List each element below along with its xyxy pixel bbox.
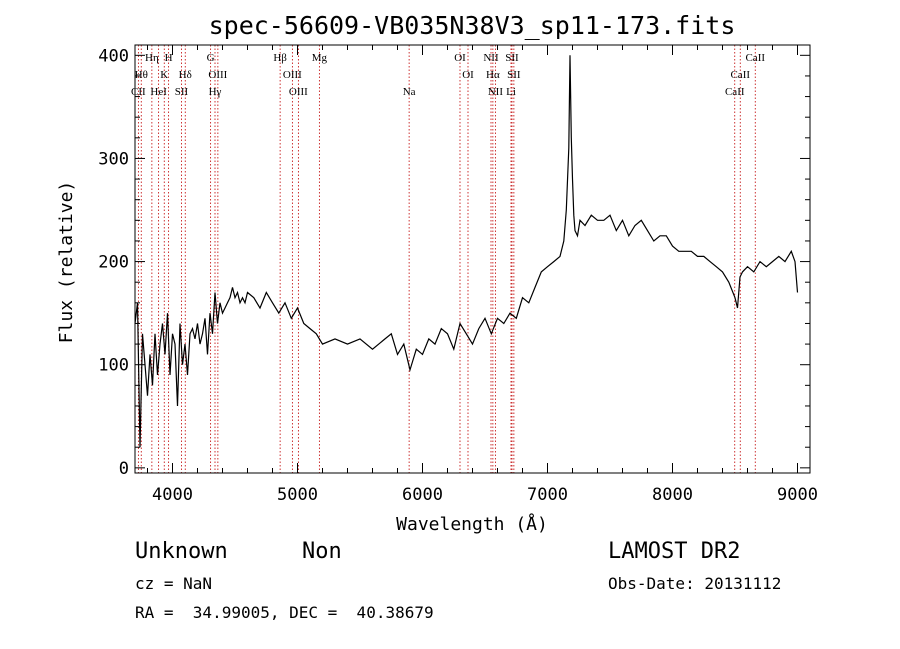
line-label: CaII bbox=[730, 69, 750, 81]
line-label: SII bbox=[505, 52, 519, 64]
line-label: Na bbox=[403, 86, 416, 98]
x-tick-label: 8000 bbox=[652, 485, 693, 505]
x-axis-label: Wavelength (Å) bbox=[396, 513, 548, 535]
line-label: Hα bbox=[486, 69, 500, 81]
line-label: OI bbox=[462, 69, 474, 81]
spectrum-line bbox=[134, 55, 799, 448]
redshift-text: cz = NaN bbox=[135, 574, 213, 593]
x-axis-ticks: 4000 5000 6000 7000 8000 9000 bbox=[147, 45, 818, 505]
y-axis-ticks: 0 100 200 300 400 bbox=[98, 46, 810, 479]
line-label: Hθ bbox=[135, 69, 148, 81]
line-label: Hβ bbox=[273, 52, 287, 64]
coordinates-text: RA = 34.99005, DEC = 40.38679 bbox=[135, 603, 434, 622]
line-label: Li bbox=[506, 86, 516, 98]
line-label: Hδ bbox=[179, 69, 192, 81]
plot-frame bbox=[134, 44, 811, 474]
y-tick-label: 200 bbox=[98, 253, 129, 273]
line-label: K bbox=[160, 69, 168, 81]
x-tick-label: 5000 bbox=[277, 485, 318, 505]
line-label: OIII bbox=[208, 69, 227, 81]
line-label: OIII bbox=[283, 69, 302, 81]
y-tick-label: 0 bbox=[119, 459, 129, 479]
line-label: SII bbox=[507, 69, 521, 81]
line-label: CaII bbox=[725, 86, 745, 98]
emission-line-labels: CIIHθHηHeIKHSIIHδGOIIIHγHβOIIIOIIIMgNaOI… bbox=[131, 52, 765, 98]
y-tick-label: 300 bbox=[98, 149, 129, 169]
line-label: OIII bbox=[289, 86, 308, 98]
subclass-text: Non bbox=[302, 539, 342, 564]
line-label: OI bbox=[454, 52, 466, 64]
line-label: NII bbox=[483, 52, 499, 64]
emission-line-markers bbox=[137, 45, 756, 473]
obs-date-text: Obs-Date: 20131112 bbox=[608, 574, 782, 593]
line-label: Hη bbox=[145, 52, 159, 64]
survey-text: LAMOST DR2 bbox=[608, 539, 741, 564]
line-label: CaII bbox=[745, 52, 765, 64]
chart-title: spec-56609-VB035N38V3_sp11-173.fits bbox=[209, 11, 736, 40]
class-text: Unknown bbox=[135, 539, 228, 564]
y-tick-label: 400 bbox=[98, 46, 129, 66]
y-axis-label: Flux (relative) bbox=[56, 181, 77, 344]
x-tick-label: 4000 bbox=[152, 485, 193, 505]
line-label: Hγ bbox=[209, 86, 222, 98]
line-label: Mg bbox=[312, 52, 328, 64]
line-label: H bbox=[165, 52, 173, 64]
y-tick-label: 100 bbox=[98, 356, 129, 376]
x-tick-label: 9000 bbox=[777, 485, 818, 505]
line-label: HeI bbox=[150, 86, 167, 98]
line-label: SII bbox=[175, 86, 189, 98]
x-tick-label: 7000 bbox=[527, 485, 568, 505]
line-label: G bbox=[207, 52, 215, 64]
x-tick-label: 6000 bbox=[402, 485, 443, 505]
line-label: NII bbox=[488, 86, 504, 98]
